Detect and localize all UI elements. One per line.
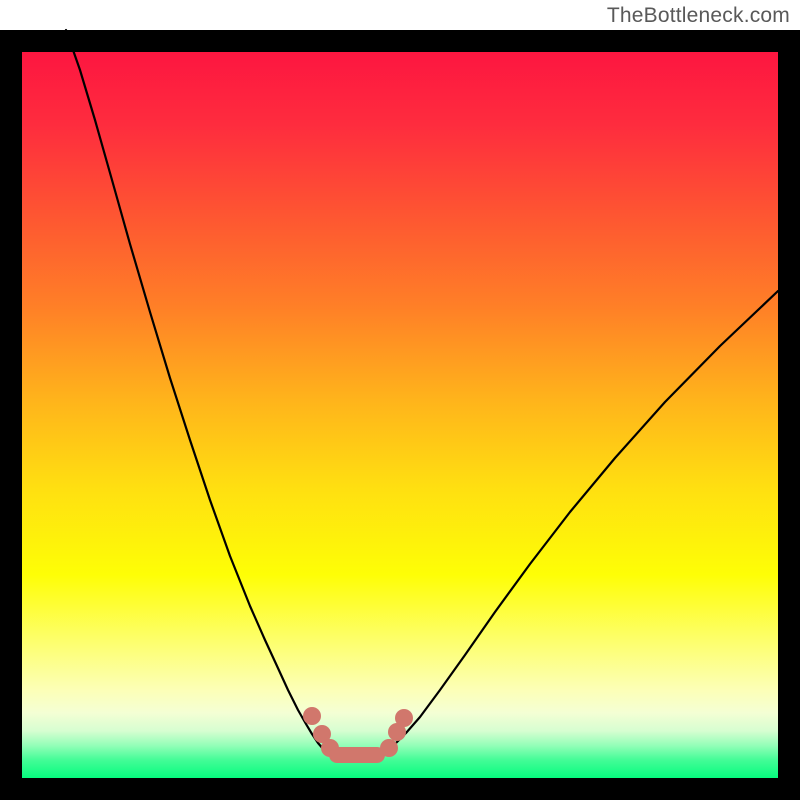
watermark-label: TheBottleneck.com xyxy=(607,4,790,28)
plot-background-gradient xyxy=(22,52,778,778)
chart-container: TheBottleneck.com xyxy=(0,0,800,800)
